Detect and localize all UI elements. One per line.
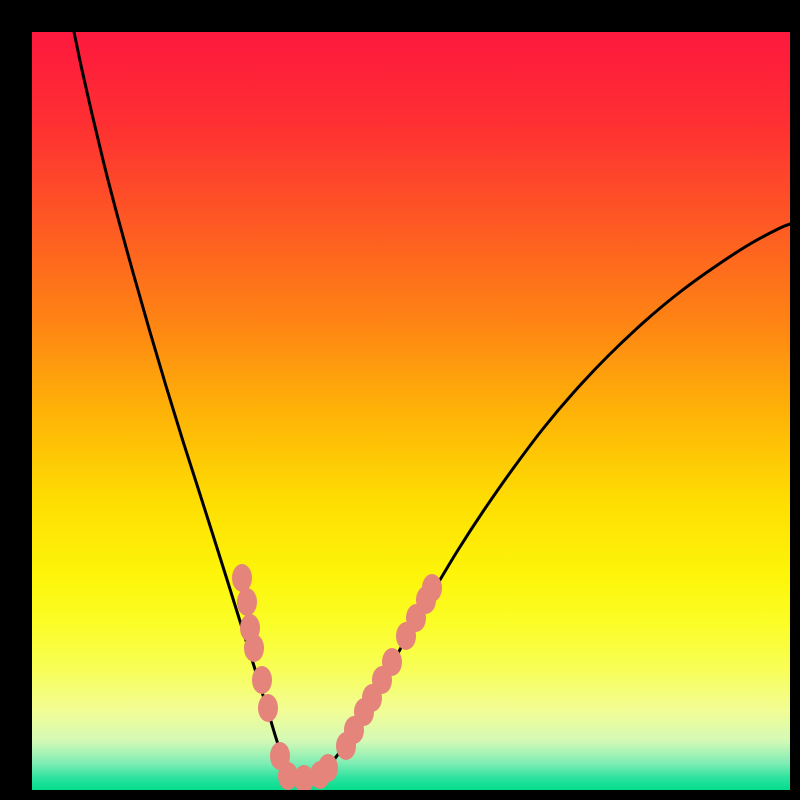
data-marker (232, 564, 252, 592)
border-top (0, 0, 800, 32)
data-marker (252, 666, 272, 694)
data-marker (237, 588, 257, 616)
data-marker (422, 574, 442, 602)
data-marker (258, 694, 278, 722)
data-marker (382, 648, 402, 676)
gradient-background (32, 32, 790, 790)
data-marker (318, 754, 338, 782)
chart-plot (32, 32, 790, 790)
border-right (790, 0, 800, 800)
border-left (0, 0, 32, 800)
border-bottom (0, 790, 800, 800)
data-marker (244, 634, 264, 662)
